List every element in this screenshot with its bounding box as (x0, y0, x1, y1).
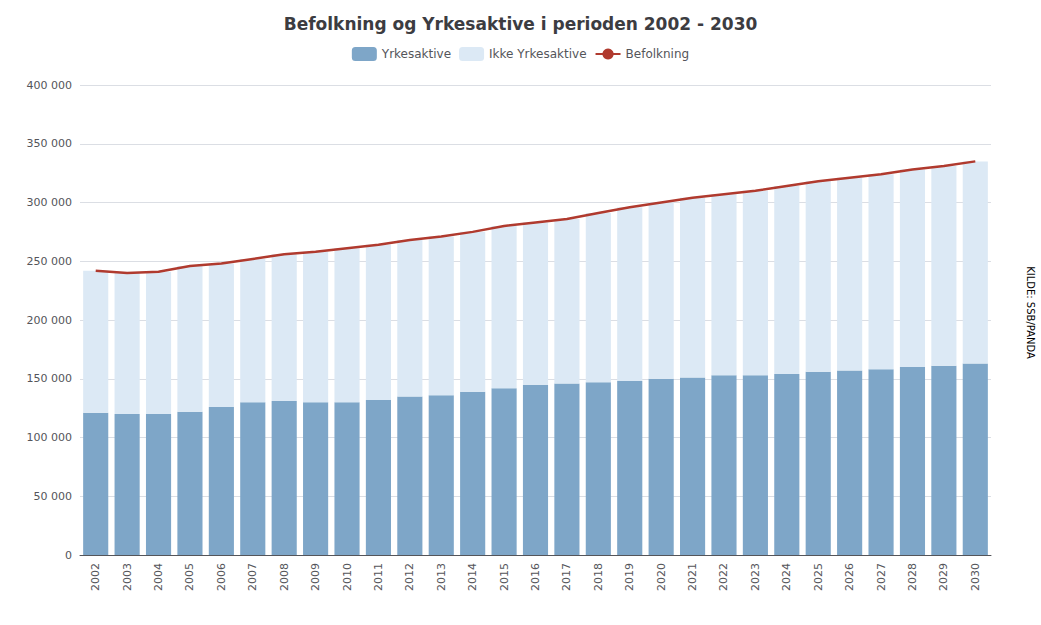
svg-text:2002: 2002 (89, 563, 102, 591)
svg-text:2025: 2025 (812, 563, 825, 591)
svg-text:2017: 2017 (560, 563, 573, 591)
svg-text:2012: 2012 (403, 563, 416, 591)
svg-text:Yrkesaktive: Yrkesaktive (381, 47, 451, 61)
svg-text:400 000: 400 000 (27, 79, 73, 92)
svg-text:2014: 2014 (466, 563, 479, 591)
svg-text:2009: 2009 (309, 563, 322, 591)
svg-text:50 000: 50 000 (34, 490, 73, 503)
svg-text:2022: 2022 (717, 563, 730, 591)
svg-text:2004: 2004 (152, 563, 165, 591)
svg-text:2016: 2016 (529, 563, 542, 591)
svg-text:2027: 2027 (875, 563, 888, 591)
svg-text:2008: 2008 (278, 563, 291, 591)
svg-text:2007: 2007 (246, 563, 259, 591)
svg-text:300 000: 300 000 (27, 196, 73, 209)
svg-text:2029: 2029 (937, 563, 950, 591)
svg-text:2020: 2020 (655, 563, 668, 591)
svg-text:Befolkning: Befolkning (626, 47, 690, 61)
svg-text:2015: 2015 (498, 563, 511, 591)
svg-text:150 000: 150 000 (27, 372, 73, 385)
svg-text:Befolkning og Yrkesaktive i pe: Befolkning og Yrkesaktive i perioden 200… (284, 14, 758, 34)
svg-text:2011: 2011 (372, 563, 385, 591)
svg-text:200 000: 200 000 (27, 314, 73, 327)
svg-text:2019: 2019 (623, 563, 636, 591)
svg-text:2003: 2003 (121, 563, 134, 591)
svg-text:2028: 2028 (906, 563, 919, 591)
svg-text:Ikke Yrkesaktive: Ikke Yrkesaktive (489, 47, 586, 61)
svg-text:2023: 2023 (749, 563, 762, 591)
svg-text:2018: 2018 (592, 563, 605, 591)
svg-text:2005: 2005 (183, 563, 196, 591)
svg-text:2006: 2006 (215, 563, 228, 591)
svg-text:100 000: 100 000 (27, 431, 73, 444)
svg-text:2030: 2030 (969, 563, 982, 591)
svg-text:2021: 2021 (686, 563, 699, 591)
svg-text:350 000: 350 000 (27, 137, 73, 150)
svg-text:2013: 2013 (435, 563, 448, 591)
svg-text:250 000: 250 000 (27, 255, 73, 268)
svg-text:2024: 2024 (780, 563, 793, 591)
svg-text:2010: 2010 (341, 563, 354, 591)
svg-text:2026: 2026 (843, 563, 856, 591)
svg-text:KILDE: SSB/PANDA: KILDE: SSB/PANDA (1025, 266, 1036, 359)
svg-text:0: 0 (65, 549, 72, 562)
